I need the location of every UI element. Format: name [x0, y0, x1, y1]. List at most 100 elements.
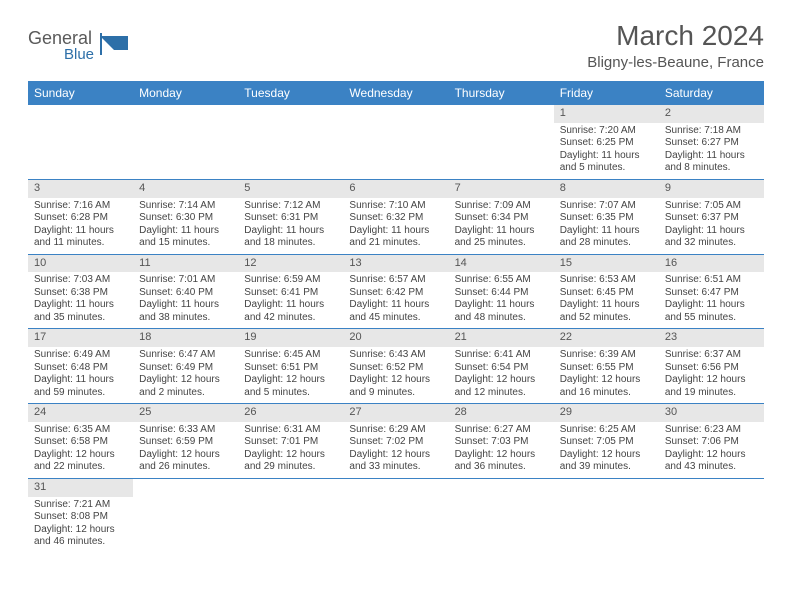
sunset-line: Sunset: 6:41 PM [244, 287, 337, 300]
weekday-header: Thursday [449, 81, 554, 105]
day-data-cell: Sunrise: 6:37 AMSunset: 6:56 PMDaylight:… [659, 347, 764, 404]
calendar-table: SundayMondayTuesdayWednesdayThursdayFrid… [28, 81, 764, 553]
day-data-cell [449, 497, 554, 553]
day-data-cell [343, 123, 448, 180]
day-data-cell: Sunrise: 6:53 AMSunset: 6:45 PMDaylight:… [554, 272, 659, 329]
day-data-cell [659, 497, 764, 553]
daylight-line: Daylight: 11 hours and 18 minutes. [244, 225, 337, 250]
day-data-cell: Sunrise: 6:41 AMSunset: 6:54 PMDaylight:… [449, 347, 554, 404]
sunrise-line: Sunrise: 6:25 AM [560, 424, 653, 437]
day-number-cell: 27 [343, 404, 448, 422]
daylight-line: Daylight: 12 hours and 22 minutes. [34, 449, 127, 474]
day-number-cell [28, 105, 133, 123]
day-data-cell: Sunrise: 6:43 AMSunset: 6:52 PMDaylight:… [343, 347, 448, 404]
sunset-line: Sunset: 6:49 PM [139, 362, 232, 375]
weekday-header: Monday [133, 81, 238, 105]
sunset-line: Sunset: 6:52 PM [349, 362, 442, 375]
day-number-cell [554, 478, 659, 496]
daylight-line: Daylight: 11 hours and 59 minutes. [34, 374, 127, 399]
page-title: March 2024 [587, 20, 764, 52]
weekday-header: Sunday [28, 81, 133, 105]
daylight-line: Daylight: 12 hours and 43 minutes. [665, 449, 758, 474]
day-data-cell: Sunrise: 6:25 AMSunset: 7:05 PMDaylight:… [554, 422, 659, 479]
day-number-cell: 7 [449, 179, 554, 197]
day-data-cell [133, 497, 238, 553]
day-data-cell: Sunrise: 7:21 AMSunset: 8:08 PMDaylight:… [28, 497, 133, 553]
sunrise-line: Sunrise: 6:31 AM [244, 424, 337, 437]
sunrise-line: Sunrise: 7:09 AM [455, 200, 548, 213]
day-number-cell: 9 [659, 179, 764, 197]
day-data-cell: Sunrise: 6:45 AMSunset: 6:51 PMDaylight:… [238, 347, 343, 404]
daylight-line: Daylight: 11 hours and 11 minutes. [34, 225, 127, 250]
day-data-cell [28, 123, 133, 180]
sunset-line: Sunset: 6:34 PM [455, 212, 548, 225]
day-data-cell: Sunrise: 7:14 AMSunset: 6:30 PMDaylight:… [133, 198, 238, 255]
day-number-cell: 12 [238, 254, 343, 272]
sunrise-line: Sunrise: 7:18 AM [665, 125, 758, 138]
day-data-row: Sunrise: 7:21 AMSunset: 8:08 PMDaylight:… [28, 497, 764, 553]
day-number-cell [343, 105, 448, 123]
day-data-cell [238, 123, 343, 180]
day-number-cell: 2 [659, 105, 764, 123]
day-number-cell [449, 478, 554, 496]
day-data-cell: Sunrise: 6:29 AMSunset: 7:02 PMDaylight:… [343, 422, 448, 479]
sunrise-line: Sunrise: 6:35 AM [34, 424, 127, 437]
sunrise-line: Sunrise: 7:12 AM [244, 200, 337, 213]
day-data-cell: Sunrise: 6:27 AMSunset: 7:03 PMDaylight:… [449, 422, 554, 479]
daylight-line: Daylight: 12 hours and 26 minutes. [139, 449, 232, 474]
sunset-line: Sunset: 6:27 PM [665, 137, 758, 150]
sunrise-line: Sunrise: 6:29 AM [349, 424, 442, 437]
day-number-cell: 23 [659, 329, 764, 347]
day-data-cell: Sunrise: 6:33 AMSunset: 6:59 PMDaylight:… [133, 422, 238, 479]
day-number-cell: 29 [554, 404, 659, 422]
day-number-cell [449, 105, 554, 123]
day-data-cell: Sunrise: 6:47 AMSunset: 6:49 PMDaylight:… [133, 347, 238, 404]
day-number-cell: 31 [28, 478, 133, 496]
day-data-cell [554, 497, 659, 553]
day-data-cell: Sunrise: 6:35 AMSunset: 6:58 PMDaylight:… [28, 422, 133, 479]
weekday-header: Tuesday [238, 81, 343, 105]
sunrise-line: Sunrise: 7:07 AM [560, 200, 653, 213]
weekday-header: Saturday [659, 81, 764, 105]
sunset-line: Sunset: 7:02 PM [349, 436, 442, 449]
day-number-cell: 21 [449, 329, 554, 347]
sunrise-line: Sunrise: 6:57 AM [349, 274, 442, 287]
daylight-line: Daylight: 11 hours and 15 minutes. [139, 225, 232, 250]
day-number-cell: 26 [238, 404, 343, 422]
brand-logo: General Blue [28, 26, 146, 60]
day-number-cell: 25 [133, 404, 238, 422]
day-number-cell: 28 [449, 404, 554, 422]
day-data-cell: Sunrise: 7:16 AMSunset: 6:28 PMDaylight:… [28, 198, 133, 255]
location-subtitle: Bligny-les-Beaune, France [587, 54, 764, 71]
daylight-line: Daylight: 11 hours and 55 minutes. [665, 299, 758, 324]
day-data-row: Sunrise: 7:16 AMSunset: 6:28 PMDaylight:… [28, 198, 764, 255]
day-data-cell: Sunrise: 7:09 AMSunset: 6:34 PMDaylight:… [449, 198, 554, 255]
sunset-line: Sunset: 6:47 PM [665, 287, 758, 300]
sunset-line: Sunset: 6:44 PM [455, 287, 548, 300]
day-number-cell: 8 [554, 179, 659, 197]
daylight-line: Daylight: 11 hours and 5 minutes. [560, 150, 653, 175]
logo-text-blue: Blue [64, 46, 94, 60]
daylight-line: Daylight: 11 hours and 32 minutes. [665, 225, 758, 250]
sunrise-line: Sunrise: 6:39 AM [560, 349, 653, 362]
sunrise-line: Sunrise: 7:21 AM [34, 499, 127, 512]
sunset-line: Sunset: 6:58 PM [34, 436, 127, 449]
sunset-line: Sunset: 6:59 PM [139, 436, 232, 449]
sunset-line: Sunset: 7:06 PM [665, 436, 758, 449]
day-number-cell: 14 [449, 254, 554, 272]
day-number-cell [659, 478, 764, 496]
day-number-cell: 22 [554, 329, 659, 347]
day-number-cell [133, 105, 238, 123]
day-number-cell: 4 [133, 179, 238, 197]
day-data-cell: Sunrise: 7:03 AMSunset: 6:38 PMDaylight:… [28, 272, 133, 329]
sunset-line: Sunset: 6:45 PM [560, 287, 653, 300]
sunrise-line: Sunrise: 6:47 AM [139, 349, 232, 362]
daylight-line: Daylight: 12 hours and 46 minutes. [34, 524, 127, 549]
sunset-line: Sunset: 6:51 PM [244, 362, 337, 375]
daylight-line: Daylight: 11 hours and 8 minutes. [665, 150, 758, 175]
calendar-body: 12Sunrise: 7:20 AMSunset: 6:25 PMDayligh… [28, 105, 764, 553]
day-data-cell: Sunrise: 7:12 AMSunset: 6:31 PMDaylight:… [238, 198, 343, 255]
day-data-cell: Sunrise: 7:05 AMSunset: 6:37 PMDaylight:… [659, 198, 764, 255]
daylight-line: Daylight: 11 hours and 25 minutes. [455, 225, 548, 250]
sunrise-line: Sunrise: 6:37 AM [665, 349, 758, 362]
